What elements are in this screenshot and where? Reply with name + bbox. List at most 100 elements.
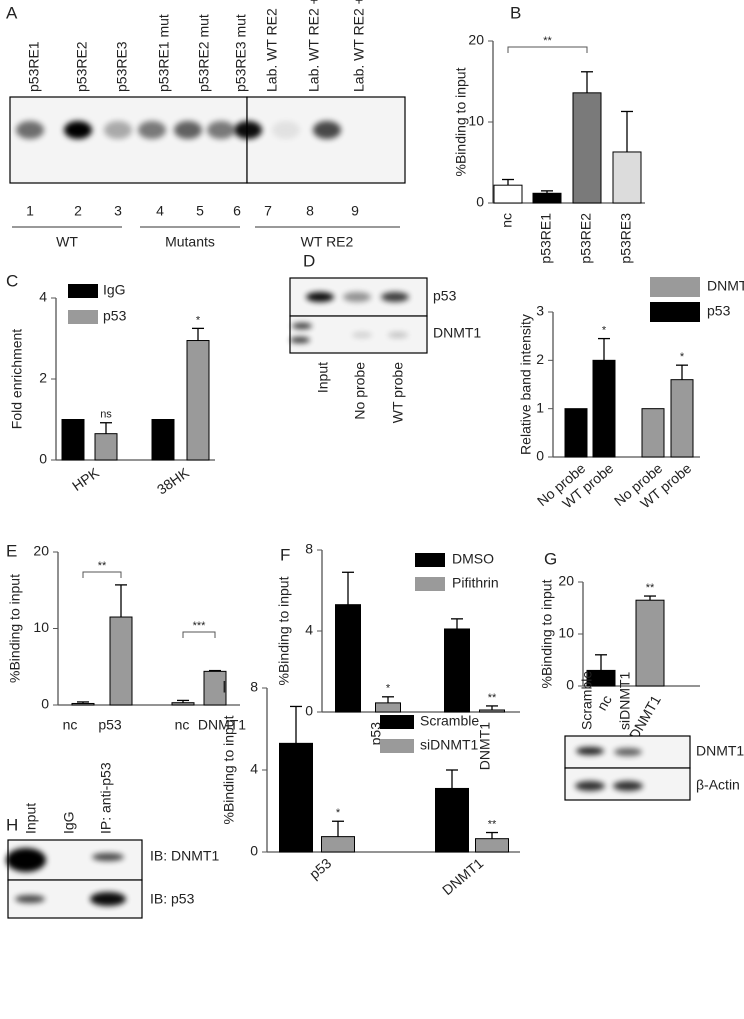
x-tick-label: DNMT1 xyxy=(439,855,486,898)
x-tick-label: nc xyxy=(175,717,190,733)
band xyxy=(64,121,92,139)
legend-label: Scramble xyxy=(420,713,479,729)
lane-label: Lab. WT RE2 +unlab. WT R2 xyxy=(306,0,322,92)
y-tick-label: 20 xyxy=(33,543,49,559)
bar xyxy=(375,702,401,713)
legend-swatch xyxy=(415,553,445,567)
band xyxy=(207,121,235,139)
bar xyxy=(444,628,470,713)
significance: *** xyxy=(193,620,207,632)
lane-number: 3 xyxy=(114,203,122,219)
y-tick-label: 8 xyxy=(305,541,313,557)
band xyxy=(575,781,605,791)
bar xyxy=(71,702,95,706)
row-label: DNMT1 xyxy=(433,325,481,341)
bar xyxy=(475,838,509,853)
panel-letter: F xyxy=(280,545,290,564)
x-tick-label: HPK xyxy=(69,464,102,494)
error-bar xyxy=(581,71,593,93)
bar xyxy=(564,408,588,458)
bracket xyxy=(182,631,216,638)
error-bar xyxy=(541,190,553,194)
bar xyxy=(493,184,523,204)
lane-label: p53RE3 xyxy=(114,41,130,92)
band xyxy=(290,337,310,343)
significance: * xyxy=(386,683,391,695)
row-label: p53 xyxy=(433,288,457,304)
error-bar xyxy=(290,705,302,744)
y-tick-label: 2 xyxy=(536,351,544,367)
lane-number: 6 xyxy=(233,203,241,219)
lane-label: Lab. WT RE2 +unlab. mut R2 xyxy=(351,0,367,92)
error-bar xyxy=(332,820,344,837)
lane-number: 4 xyxy=(156,203,164,219)
lane-label: p53RE1 xyxy=(26,41,42,92)
panel-letter: I xyxy=(222,677,227,696)
panel-letter: C xyxy=(6,271,18,290)
error-bar xyxy=(644,595,656,601)
y-axis-label: %Binding to input xyxy=(453,67,469,176)
band xyxy=(614,748,642,756)
bar xyxy=(572,92,602,204)
legend-label: Pifithrin xyxy=(452,575,499,591)
lane-label: Lab. WT RE2 xyxy=(264,8,280,92)
legend-swatch xyxy=(415,577,445,591)
y-axis-label: %Binding to input xyxy=(276,576,292,685)
band xyxy=(234,121,262,139)
bracket xyxy=(82,571,122,578)
group-label: WT RE2 xyxy=(301,234,354,250)
bar xyxy=(279,742,313,853)
bar xyxy=(335,604,361,713)
error-bar xyxy=(192,327,204,341)
legend-swatch xyxy=(380,739,414,753)
band xyxy=(104,121,132,139)
y-axis-label: %Binding to input xyxy=(7,574,23,683)
legend-label: IgG xyxy=(103,282,126,298)
significance: ** xyxy=(488,818,497,830)
panel-letter: G xyxy=(544,549,557,568)
significance: * xyxy=(336,807,341,819)
band xyxy=(381,292,409,302)
lane-number: 5 xyxy=(196,203,204,219)
legend-swatch xyxy=(650,302,700,322)
y-tick-label: 10 xyxy=(468,113,484,129)
lane-number: 1 xyxy=(26,203,34,219)
bar xyxy=(641,408,665,458)
y-tick-label: 8 xyxy=(250,679,258,695)
y-tick-label: 10 xyxy=(33,619,49,635)
bracket xyxy=(507,46,588,53)
y-tick-label: 0 xyxy=(476,194,484,210)
legend-swatch xyxy=(380,715,414,729)
lane-number: 2 xyxy=(74,203,82,219)
error-bar xyxy=(382,696,394,703)
legend-label: DMSO xyxy=(452,551,494,567)
band xyxy=(6,848,46,872)
lane-label: IP: anti-p53 xyxy=(98,762,114,834)
error-bar xyxy=(486,831,498,839)
significance: * xyxy=(196,314,201,326)
row-label: IB: p53 xyxy=(150,891,195,907)
band xyxy=(343,292,371,302)
legend-swatch xyxy=(68,284,98,298)
bar xyxy=(532,192,562,204)
bar xyxy=(670,379,694,458)
lane-label: p53RE3 mut xyxy=(233,14,249,92)
error-bar xyxy=(621,110,633,152)
lane-number: 9 xyxy=(351,203,359,219)
panel-letter: E xyxy=(6,541,17,560)
blot-frame xyxy=(9,96,248,184)
x-tick-label: nc xyxy=(63,717,78,733)
band xyxy=(352,332,372,338)
significance: ** xyxy=(646,582,655,594)
bar xyxy=(612,151,642,204)
error-bar xyxy=(209,669,221,672)
band xyxy=(272,121,300,139)
band xyxy=(313,121,341,139)
lane-number: 7 xyxy=(264,203,272,219)
x-tick-label: DNMT1 xyxy=(198,717,246,733)
x-tick-label: nc xyxy=(594,692,615,713)
legend-label: DNMT1 xyxy=(707,278,744,294)
significance: * xyxy=(602,324,607,336)
